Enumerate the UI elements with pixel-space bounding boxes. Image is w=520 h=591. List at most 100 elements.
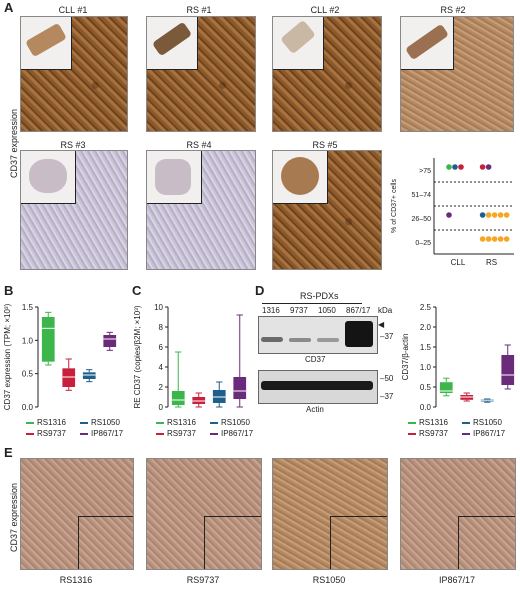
dot-point [503, 212, 510, 218]
y-tick-label: 1.0 [420, 363, 432, 372]
blot-title: RS-PDXs [300, 291, 339, 301]
lane-label: 1316 [262, 306, 280, 315]
ihc-inset [401, 17, 454, 70]
y-tick-label: 6 [159, 343, 164, 352]
kda-label: kDa [378, 306, 393, 315]
lane-label: 9737 [290, 306, 308, 315]
dot-point [491, 212, 498, 218]
box-IP867/17 [501, 355, 515, 385]
marker-label: –37 [380, 332, 394, 341]
panel-e-y-label: CD37 expression [9, 482, 19, 552]
tile-title: RS #4 [186, 140, 212, 150]
ihc-tile-cll2 [272, 16, 382, 132]
box-IP867/17 [233, 377, 247, 399]
y-tick-label: 2.5 [420, 303, 432, 312]
ihc-tile-e2 [146, 458, 262, 570]
y-tick-label: 2.0 [420, 323, 432, 332]
y-axis-label: CD37/β-actin [401, 334, 410, 381]
panel-letter-d: D [255, 283, 265, 298]
ihc-tile-e1 [20, 458, 134, 570]
dot-point [485, 236, 492, 242]
lane-label: 1050 [318, 306, 336, 315]
x-tick-label: RS [486, 258, 497, 267]
panel-b-chart: 0.0 0.5 1.0 1.5 CD37 expression (TPM; ×10³) [3, 303, 117, 412]
y-tick-label: 2 [159, 383, 164, 392]
ihc-inset [21, 151, 76, 204]
dot-point [503, 236, 510, 242]
dot-point [479, 164, 486, 170]
y-axis-label: RE CD37 (copies/β2M; ×10³) [133, 305, 142, 408]
y-axis-label: % of CD37+ cells [391, 179, 398, 233]
ihc-tile-rs5 [272, 150, 382, 270]
blot-actin [258, 370, 378, 404]
tile-title: RS #3 [60, 140, 86, 150]
x-tick-label: CLL [451, 258, 466, 267]
dot-point [497, 212, 504, 218]
y-tick-label: 1.5 [420, 343, 432, 352]
y-tick-label: 26–50 [412, 216, 432, 223]
y-tick-label: 0.5 [22, 370, 34, 379]
box-IP867/17 [103, 335, 117, 347]
lane-label: 867/17 [346, 306, 371, 315]
tile-title: CLL #1 [58, 5, 88, 15]
y-tick-label: 0 [159, 403, 164, 412]
dot-point [491, 236, 498, 242]
dot-point [479, 236, 486, 242]
tile-caption: RS9737 [186, 575, 220, 585]
ihc-inset [204, 516, 261, 569]
legend-b: RS1316 RS1050 RS9737 IP867/17 [26, 418, 136, 440]
box-RS1050 [82, 372, 96, 379]
legend-d: RS1316 RS1050 RS9737 IP867/17 [408, 418, 518, 440]
ihc-inset [273, 17, 324, 70]
y-axis-label: CD37 expression (TPM; ×10³) [3, 303, 12, 410]
tile-caption: IP867/17 [438, 575, 476, 585]
y-tick-label: 1.5 [22, 303, 34, 312]
marker-label: –50 [380, 374, 394, 383]
band-label-actin: Actin [306, 405, 324, 414]
y-tick-label: 0.5 [420, 383, 432, 392]
y-tick-label: 51–74 [412, 192, 432, 199]
ihc-tile-rs1 [146, 16, 256, 132]
dot-point [479, 212, 486, 218]
dot-point [485, 212, 492, 218]
ihc-inset [273, 151, 328, 204]
dot-point [452, 164, 458, 170]
marker-label: –37 [380, 392, 394, 401]
panel-letter-c: C [132, 283, 142, 298]
ihc-inset [330, 516, 387, 569]
legend-c: RS1316 RS1050 RS9737 IP867/17 [156, 418, 266, 440]
tile-title: RS #5 [312, 140, 338, 150]
tile-caption: RS1316 [59, 575, 93, 585]
y-tick-label: 0.0 [22, 403, 34, 412]
ihc-tile-rs2 [400, 16, 514, 132]
ihc-tile-rs4 [146, 150, 256, 270]
panel-letter-a: A [4, 0, 14, 15]
y-tick-label: 8 [159, 323, 164, 332]
ihc-inset [147, 151, 202, 204]
panel-c-chart: 0 2 4 6 8 10 RE CD37 (copies/β2M; ×10³) [133, 303, 247, 412]
blot-bracket [262, 303, 362, 304]
ihc-inset [458, 516, 515, 569]
tile-title: RS #1 [186, 5, 212, 15]
y-tick-label: 1.0 [22, 336, 34, 345]
tile-caption: RS1050 [312, 575, 346, 585]
dot-point [497, 236, 504, 242]
ihc-inset [147, 17, 198, 70]
dot-point [485, 164, 492, 170]
panel-d-chart: 0.0 0.5 1.0 1.5 2.0 2.5 CD37/β-actin [401, 303, 515, 412]
dot-point [446, 212, 452, 218]
blot-arrow-icon: ◀ [378, 320, 385, 329]
ihc-inset [78, 516, 133, 569]
y-tick-label: >75 [419, 168, 431, 175]
blot-cd37 [258, 316, 378, 354]
ihc-tile-e4 [400, 458, 516, 570]
ihc-tile-rs3 [20, 150, 128, 270]
box-RS1316 [439, 382, 453, 393]
panel-letter-b: B [4, 283, 14, 298]
box-RS1316 [171, 391, 185, 405]
box-RS9737 [62, 368, 76, 387]
panel-letter-e: E [4, 445, 13, 460]
band-label-cd37: CD37 [305, 355, 326, 364]
ihc-inset [21, 17, 72, 70]
cd37-dot-plot: >75 51–74 26–50 0–25 % of CD37+ cells CLL RS [391, 158, 514, 267]
